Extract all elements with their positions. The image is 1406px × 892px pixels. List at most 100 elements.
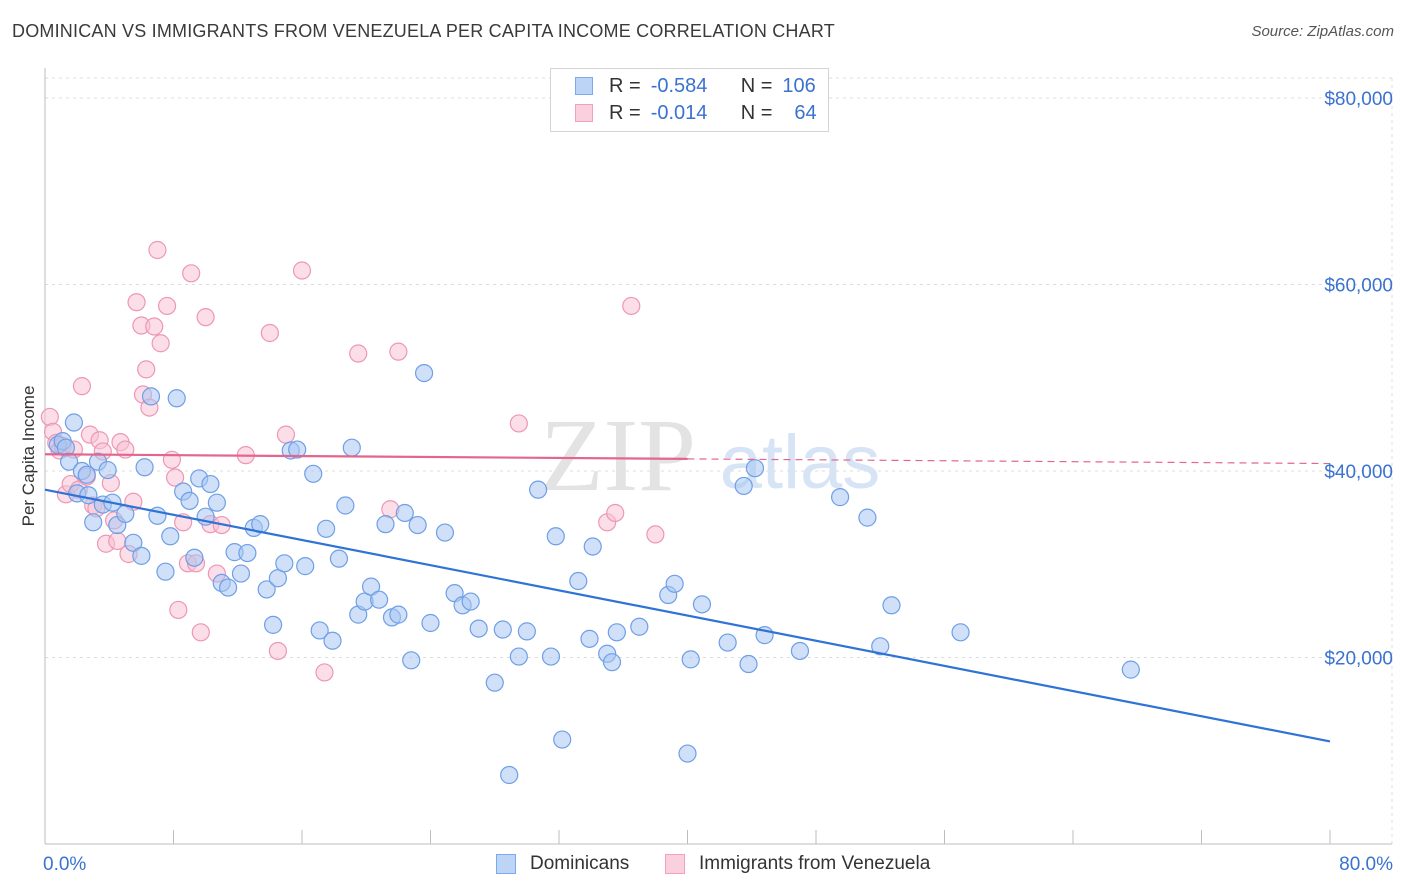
- dominican-point: [541, 647, 561, 666]
- dominican-point: [546, 527, 565, 546]
- venezuela-point: [509, 414, 528, 433]
- n-label: N =: [740, 74, 773, 97]
- dominican-point: [370, 590, 389, 609]
- swatch-pink: [575, 104, 593, 122]
- dominican-point: [678, 744, 697, 763]
- dominican-point: [59, 452, 79, 471]
- dominican-point: [402, 651, 421, 670]
- legend-label-venezuela: Immigrants from Venezuela: [699, 853, 931, 874]
- dominican-point: [84, 513, 103, 532]
- r-value: -0.584: [650, 74, 708, 97]
- venezuela-point: [191, 623, 210, 642]
- venezuela-point: [151, 334, 170, 353]
- dominican-point: [745, 459, 765, 478]
- x-tick-label-min: 0.0%: [43, 854, 86, 875]
- dominican-point: [132, 546, 151, 565]
- venezuela-point: [260, 323, 279, 343]
- dominican-point: [493, 620, 512, 639]
- venezuela-point: [162, 450, 181, 469]
- dominican-point: [718, 633, 737, 652]
- r-value: -0.014: [650, 101, 708, 124]
- venezuela-point: [276, 425, 296, 444]
- legend-label-dominicans: Dominicans: [530, 853, 630, 874]
- dominican-point: [77, 465, 96, 484]
- r-label: R =: [609, 101, 641, 124]
- dominican-point: [583, 537, 602, 556]
- venezuela-point: [137, 360, 156, 379]
- dominican-point: [630, 617, 649, 636]
- dominican-point: [141, 387, 161, 406]
- dominican-point: [580, 629, 599, 648]
- venezuela-point: [148, 240, 167, 260]
- venezuela-point: [72, 377, 92, 396]
- dominican-point: [64, 413, 84, 432]
- venezuela-point: [646, 525, 665, 544]
- dominican-point: [395, 503, 414, 523]
- dominican-point: [316, 519, 336, 538]
- dominican-point: [1121, 660, 1140, 679]
- n-value: 64: [794, 101, 817, 124]
- dominican-point: [376, 515, 395, 534]
- dominican-point: [509, 647, 528, 666]
- dominican-point: [517, 622, 536, 641]
- dominican-point: [692, 595, 712, 614]
- dominican-point: [790, 641, 810, 661]
- swatch-blue: [575, 77, 593, 95]
- source-credit: Source: ZipAtlas.com: [1251, 23, 1394, 40]
- dominican-point: [156, 562, 175, 581]
- dominican-point: [734, 476, 753, 496]
- dominican-point: [201, 474, 220, 494]
- dominican-point: [124, 533, 143, 552]
- dominican-point: [257, 580, 276, 599]
- legend-swatch-blue: [496, 854, 516, 874]
- n-value: 106: [782, 74, 816, 97]
- watermark-zip: ZIP: [540, 398, 696, 513]
- dominican-point: [336, 496, 355, 515]
- dominican-point: [500, 765, 519, 785]
- dominican-point: [553, 730, 572, 749]
- dominican-point: [238, 543, 257, 563]
- dominican-point: [602, 653, 622, 672]
- dominican-point: [858, 508, 877, 527]
- venezuela-point: [182, 264, 201, 283]
- dominican-point: [329, 549, 349, 568]
- dominican-point: [180, 491, 199, 510]
- venezuela-point: [622, 296, 641, 316]
- dominican-point: [323, 631, 342, 650]
- dominican-point: [408, 515, 427, 535]
- venezuela-point: [166, 468, 185, 487]
- dominican-point: [116, 504, 135, 523]
- dominican-trend-line: [44, 488, 1331, 743]
- dominican-point: [296, 557, 315, 576]
- dominican-point: [275, 554, 294, 573]
- dominican-point: [871, 637, 890, 656]
- n-label: N =: [740, 101, 773, 124]
- dominican-point: [263, 615, 283, 634]
- dominican-point: [665, 574, 684, 593]
- venezuela-point: [169, 600, 188, 620]
- dominican-point: [310, 621, 329, 640]
- dominican-point: [207, 493, 226, 512]
- legend-item-venezuela: Immigrants from Venezuela: [665, 852, 930, 876]
- dominican-point: [607, 623, 626, 642]
- dominican-point: [219, 578, 238, 597]
- dominican-point: [739, 654, 758, 674]
- dominican-point: [485, 673, 504, 692]
- dominican-point: [361, 577, 381, 596]
- dominican-point: [304, 464, 323, 483]
- dominican-point: [79, 486, 98, 505]
- watermark: ZIP atlas: [540, 398, 880, 513]
- stats-row-dominicans: R = -0.584 N = 106: [575, 73, 816, 99]
- y-tick-label: $60,000: [1324, 276, 1393, 297]
- stats-row-venezuela: R = -0.014 N = 64: [575, 100, 817, 126]
- dominican-point: [231, 564, 251, 583]
- venezuela-trend-line: [44, 453, 688, 460]
- y-axis-label: Per Capita Income: [19, 386, 38, 527]
- venezuela-point: [292, 261, 312, 280]
- dominican-point: [435, 523, 455, 542]
- venezuela-point: [606, 503, 625, 523]
- x-tick-label-max: 80.0%: [1339, 854, 1393, 875]
- dominican-point: [882, 596, 901, 615]
- dominican-point: [342, 438, 361, 457]
